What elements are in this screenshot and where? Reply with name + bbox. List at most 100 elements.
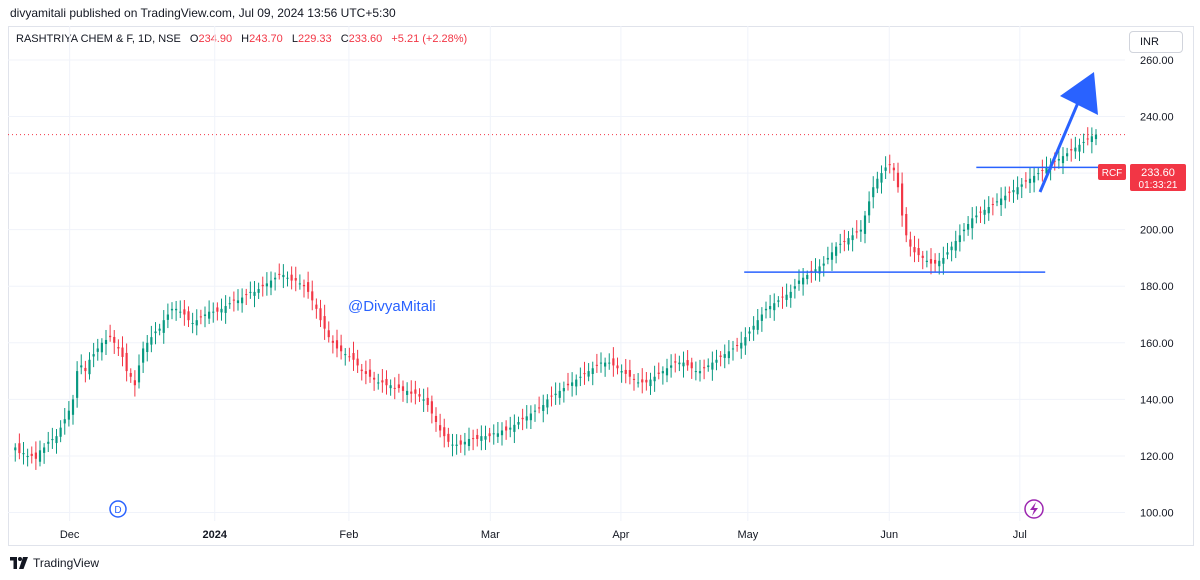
candle-body — [962, 229, 966, 232]
x-tick-label: Mar — [481, 529, 500, 541]
publish-header: divyamitali published on TradingView.com… — [10, 6, 396, 20]
candle-body — [670, 365, 673, 368]
candle-body — [694, 371, 697, 373]
candle-body — [554, 393, 557, 396]
candle-body — [830, 252, 834, 260]
candle-body — [113, 336, 116, 343]
y-tick-label: 140.00 — [1140, 394, 1174, 406]
candle-body — [278, 273, 281, 275]
y-tick-label: 180.00 — [1140, 281, 1174, 293]
candle-body — [987, 207, 990, 214]
candle-body — [872, 187, 875, 198]
close-value: 233.60 — [348, 33, 383, 45]
candle-body — [1090, 136, 1093, 142]
candle-body — [566, 383, 570, 386]
candle-body — [51, 438, 54, 441]
candle-body — [533, 410, 537, 412]
open-label: O — [189, 33, 199, 45]
candle-body — [781, 296, 784, 298]
footer-brand: TradingView — [33, 556, 100, 570]
candle-body — [995, 201, 999, 203]
candle-body — [381, 380, 384, 383]
candle-body — [711, 362, 714, 370]
candle-body — [925, 260, 928, 263]
candle-body — [760, 314, 763, 321]
candle-body — [938, 260, 941, 267]
candle-body — [348, 356, 351, 358]
x-tick-label: Jun — [880, 529, 898, 541]
low-label: L — [291, 33, 298, 45]
candle-body — [628, 370, 631, 377]
high-value: 243.70 — [249, 33, 283, 45]
candle-body — [430, 401, 433, 414]
dividend-marker[interactable]: D — [109, 500, 127, 518]
reference-lines-layer — [744, 166, 1104, 273]
candle-body — [641, 379, 644, 383]
candle-body — [1037, 173, 1040, 175]
candle-body — [373, 377, 376, 380]
candle-body — [550, 395, 553, 397]
candle-body — [261, 284, 264, 287]
candle-body — [645, 379, 648, 383]
symbol-name: RASHTRIYA CHEM & F, 1D, NSE — [16, 33, 181, 45]
price-tag-symbol: RCF — [1102, 168, 1123, 179]
candle-body — [814, 269, 817, 272]
candle-body — [1045, 167, 1048, 174]
candle-body — [323, 316, 326, 329]
x-tick-label: 2024 — [202, 529, 227, 541]
candle-body — [439, 425, 442, 431]
candle-body — [575, 379, 578, 387]
candle-body — [591, 368, 594, 375]
candle-body — [1074, 147, 1077, 152]
currency-button[interactable]: INR — [1129, 31, 1183, 53]
candle-body — [1028, 178, 1032, 184]
candle-body — [249, 291, 252, 293]
candle-body — [216, 307, 219, 312]
candle-body — [199, 316, 202, 318]
candle-body — [682, 362, 685, 367]
symbol-legend: RASHTRIYA CHEM & F, 1D, NSE O234.90 H243… — [16, 33, 467, 45]
candle-body — [467, 438, 471, 447]
chart-grid — [8, 26, 1125, 521]
candle-body — [958, 235, 961, 243]
candle-body — [34, 452, 37, 459]
candle-body — [542, 405, 545, 411]
candle-body — [797, 280, 801, 284]
candle-body — [484, 436, 487, 440]
candle-body — [294, 278, 297, 281]
candle-body — [257, 289, 260, 293]
candle-body — [443, 427, 446, 437]
candle-body — [521, 417, 524, 420]
candle-body — [26, 455, 29, 458]
candle-body — [146, 342, 149, 353]
candle-body — [183, 309, 186, 315]
candle-body — [517, 422, 520, 425]
candle-body — [620, 371, 623, 373]
candle-body — [934, 259, 937, 264]
candle-body — [736, 345, 739, 347]
candle-body — [769, 306, 772, 310]
candle-body — [121, 347, 124, 357]
candle-body — [884, 167, 887, 171]
candle-body — [975, 215, 978, 218]
lightning-icon[interactable] — [1024, 499, 1044, 519]
candle-body — [509, 427, 512, 430]
candle-body — [179, 311, 182, 313]
candle-body — [967, 224, 970, 230]
candle-body — [18, 443, 21, 454]
candle-body — [826, 257, 829, 260]
arrow-annotation — [1038, 72, 1098, 193]
candle-body — [269, 280, 273, 288]
candle-body — [335, 340, 339, 349]
candle-body — [463, 441, 466, 445]
x-tick-label: Jul — [1013, 529, 1027, 541]
candle-body — [100, 342, 103, 353]
candle-body — [847, 238, 850, 245]
candle-body — [558, 390, 561, 398]
candle-body — [265, 283, 268, 287]
candle-body — [364, 371, 367, 374]
candle-body — [241, 297, 244, 304]
candle-body — [863, 215, 867, 234]
candle-body — [777, 300, 780, 302]
